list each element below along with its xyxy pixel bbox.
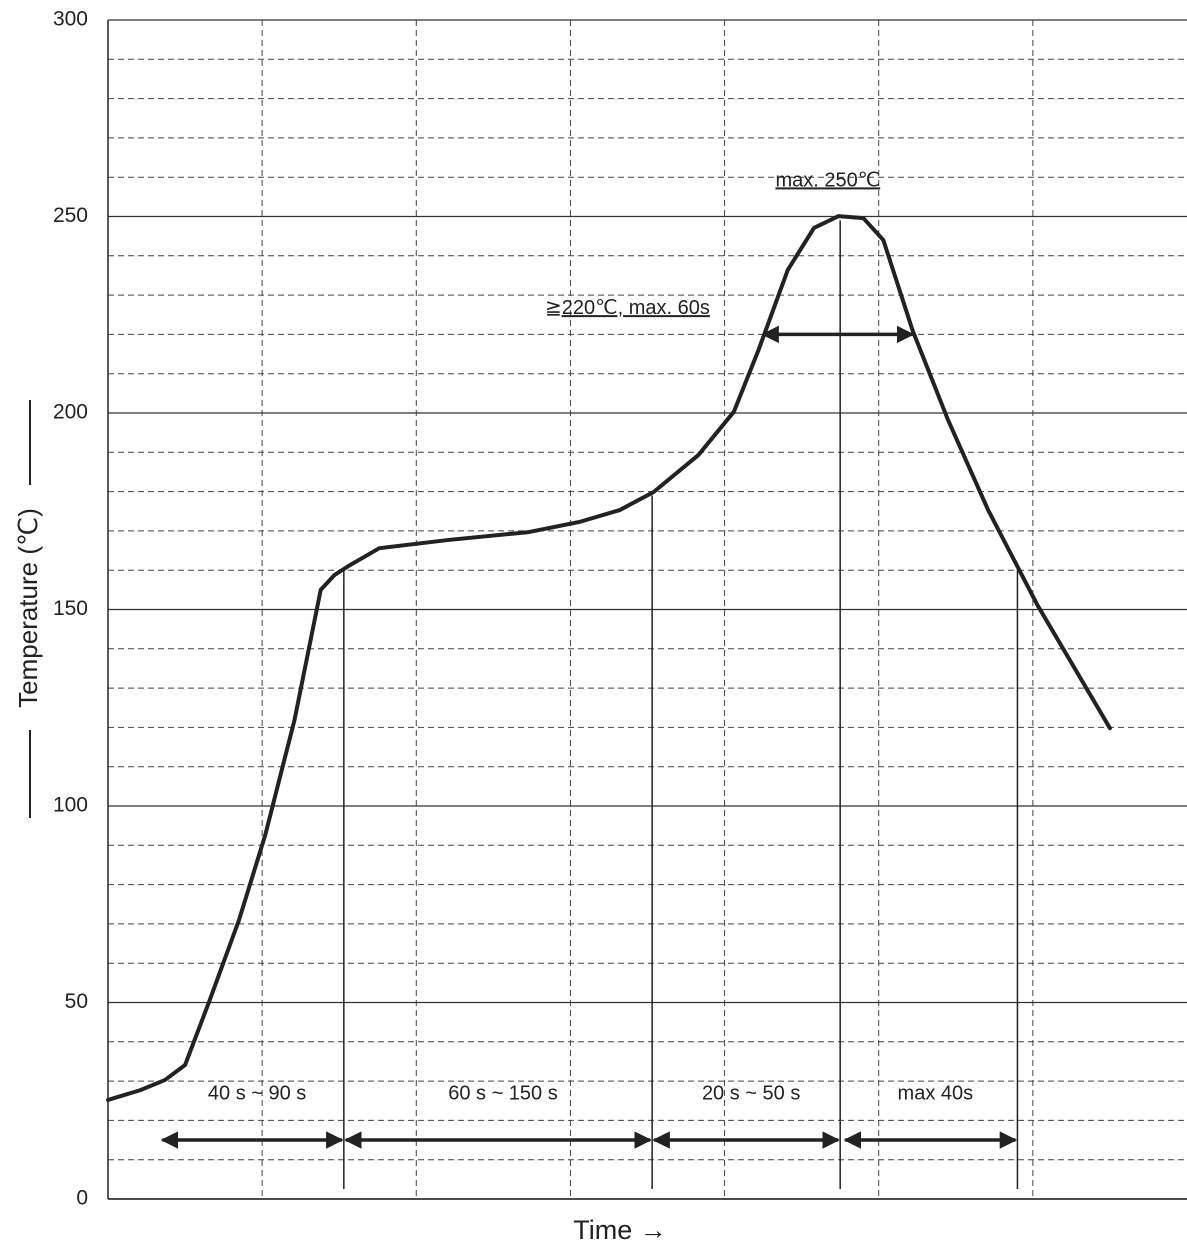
curve <box>106 214 1112 1102</box>
y-tick-label: 0 <box>76 1187 88 1210</box>
y-tick-label: 200 <box>53 401 88 424</box>
y-axis-title: Temperature (℃) <box>13 400 43 818</box>
y-tick-label: 250 <box>53 204 88 227</box>
y-tick-label: 50 <box>65 990 88 1013</box>
y-tick-label: 300 <box>53 8 88 31</box>
y-axis-label: Temperature (℃) <box>13 508 43 708</box>
interval-label: 60 s ~ 150 s <box>448 1082 558 1104</box>
x-axis-label: Time → <box>573 1215 667 1245</box>
interval-label: 40 s ~ 90 s <box>208 1082 306 1104</box>
interval-label: max 40s <box>898 1082 974 1104</box>
annotation: ≧220℃, max. 60s <box>545 297 710 319</box>
interval-label: 20 s ~ 50 s <box>702 1082 800 1104</box>
y-tick-label: 100 <box>53 794 88 817</box>
annotation: max. 250℃ <box>775 169 880 191</box>
y-tick-label: 150 <box>53 597 88 620</box>
